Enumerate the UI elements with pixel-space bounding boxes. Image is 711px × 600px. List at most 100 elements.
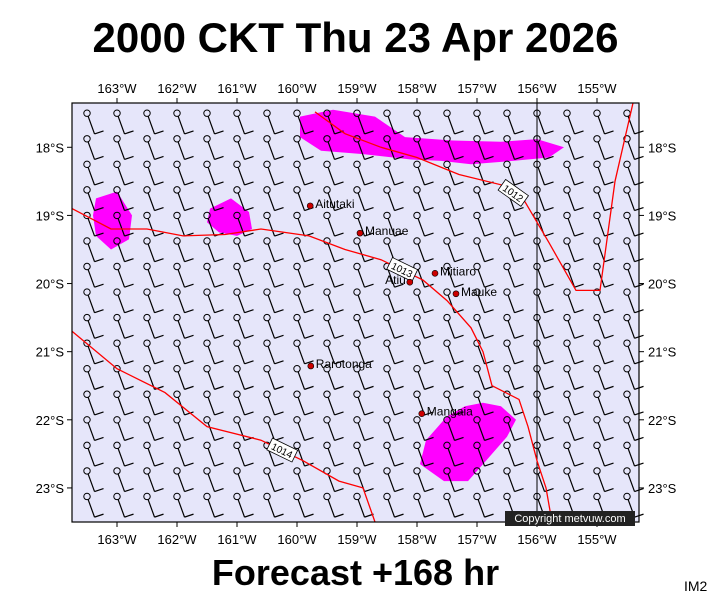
- map-frame: [71, 102, 640, 523]
- lat-label-left: 20°S: [36, 277, 65, 292]
- wind-barb: [473, 313, 494, 339]
- wind-barb: [143, 467, 164, 493]
- wind-barb: [593, 109, 614, 135]
- wind-barb: [503, 416, 524, 442]
- axis-tick-layer: 163°W 163°W 162°W 162°W 161°W 161°W 160°W 160°W…: [36, 81, 677, 547]
- wind-barb: [443, 339, 464, 365]
- wind-barb: [83, 288, 104, 314]
- isobar-line: [71, 208, 553, 523]
- wind-barb: [353, 313, 374, 339]
- wind-barb: [173, 416, 194, 442]
- wind-barb: [203, 441, 224, 467]
- wind-barb: [563, 416, 584, 442]
- wind-barb: [563, 211, 584, 237]
- wind-barb: [593, 313, 614, 339]
- wind-barb: [83, 467, 104, 493]
- wind-barb: [323, 416, 344, 442]
- wind-barb: [233, 390, 254, 416]
- wind-barb: [233, 160, 254, 186]
- wind-barb: [263, 237, 284, 263]
- wind-barb: [203, 492, 224, 518]
- wind-barb: [593, 416, 614, 442]
- place-marker: Mangaia: [418, 405, 473, 419]
- place-name: Atiu: [385, 273, 406, 287]
- wind-barb: [113, 288, 134, 314]
- wind-barb: [383, 390, 404, 416]
- wind-barb: [563, 288, 584, 314]
- wind-barb: [353, 288, 374, 314]
- wind-barb: [173, 262, 194, 288]
- wind-barb: [83, 390, 104, 416]
- wind-barb: [113, 313, 134, 339]
- wind-barb: [263, 288, 284, 314]
- page-title: 2000 CKT Thu 23 Apr 2026: [92, 14, 619, 61]
- wind-barb: [323, 492, 344, 518]
- wind-barb: [413, 313, 434, 339]
- lon-label-bottom: 157°W: [457, 532, 497, 547]
- lon-label-bottom: 156°W: [517, 532, 557, 547]
- wind-barb: [473, 237, 494, 263]
- wind-barb: [353, 339, 374, 365]
- wind-barb: [413, 339, 434, 365]
- wind-barb: [203, 416, 224, 442]
- wind-barb: [443, 390, 464, 416]
- wind-barb: [263, 211, 284, 237]
- wind-barb: [143, 390, 164, 416]
- place-marker: Rarotonga: [307, 357, 372, 371]
- lon-label-bottom: 163°W: [97, 532, 137, 547]
- wind-barb: [533, 237, 554, 263]
- wind-barb: [383, 365, 404, 390]
- wind-barb: [173, 339, 194, 365]
- wind-barb: [353, 390, 374, 416]
- wind-barb: [83, 441, 104, 467]
- wind-barb: [83, 237, 104, 263]
- wind-barb: [383, 467, 404, 493]
- wind-barb: [293, 416, 314, 442]
- wind-barb: [413, 135, 434, 161]
- wind-barb: [263, 186, 284, 212]
- wind-barb: [503, 365, 524, 390]
- wind-barb: [353, 441, 374, 467]
- wind-barb: [593, 211, 614, 237]
- wind-barb: [533, 313, 554, 339]
- lat-label-left: 23°S: [36, 481, 65, 496]
- wind-barb: [593, 237, 614, 263]
- wind-barb: [533, 288, 554, 314]
- wind-barb: [473, 365, 494, 390]
- wind-barb: [263, 160, 284, 186]
- wind-barb: [383, 416, 404, 442]
- lon-label-top: 160°W: [277, 81, 317, 96]
- lat-label-right: 19°S: [648, 208, 677, 223]
- wind-barb: [173, 237, 194, 263]
- wind-barb: [503, 313, 524, 339]
- wind-barb: [143, 339, 164, 365]
- place-layer: Aitutaki Manuae Mitiaro Atiu Mauke Rarotonga M…: [306, 197, 497, 419]
- wind-barb: [113, 160, 134, 186]
- wind-barb: [113, 365, 134, 390]
- wind-barb: [473, 492, 494, 518]
- lon-label-top: 157°W: [457, 81, 497, 96]
- wind-barb: [233, 288, 254, 314]
- wind-barb: [173, 441, 194, 467]
- wind-barb: [173, 365, 194, 390]
- wind-barb: [503, 262, 524, 288]
- wind-barb: [233, 186, 254, 212]
- wind-barb: [563, 160, 584, 186]
- lon-label-bottom: 159°W: [337, 532, 377, 547]
- wind-barb: [413, 288, 434, 314]
- wind-barb: [233, 109, 254, 135]
- wind-barb: [593, 390, 614, 416]
- wind-barb: [203, 467, 224, 493]
- wind-barb: [113, 492, 134, 518]
- wind-barb: [443, 109, 464, 135]
- lon-label-top: 162°W: [157, 81, 197, 96]
- wind-barb: [83, 339, 104, 365]
- place-name: Rarotonga: [316, 357, 372, 371]
- wind-barb: [263, 262, 284, 288]
- wind-barb: [233, 313, 254, 339]
- wind-barb: [443, 186, 464, 212]
- wind-barb: [143, 492, 164, 518]
- wind-barb: [293, 135, 314, 161]
- wind-barb: [443, 135, 464, 161]
